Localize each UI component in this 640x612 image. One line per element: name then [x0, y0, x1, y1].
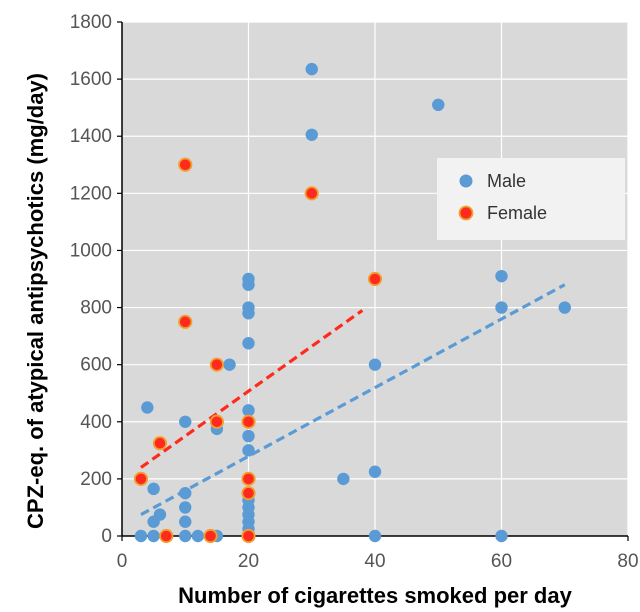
data-point-male: [242, 307, 255, 320]
data-point-male: [495, 529, 508, 543]
data-point-male: [179, 415, 192, 428]
data-point-male: [191, 529, 205, 543]
data-point-male: [368, 529, 382, 543]
data-point-male: [305, 62, 318, 76]
legend-marker-male: [459, 174, 473, 188]
y-tick-label: 1200: [70, 183, 112, 204]
data-point-male: [134, 529, 148, 543]
data-point-male: [223, 358, 236, 371]
x-tick-label: 40: [364, 551, 385, 572]
y-tick-label: 400: [80, 412, 112, 433]
data-point-male: [147, 529, 160, 543]
data-point-male: [242, 444, 255, 457]
data-point-female: [178, 314, 193, 329]
data-point-male: [368, 358, 382, 371]
legend-marker-female: [458, 205, 474, 221]
data-point-male: [141, 401, 154, 414]
data-point-female: [159, 528, 174, 544]
data-point-male: [147, 482, 160, 496]
legend-box: [437, 158, 625, 240]
y-tick-label: 1600: [70, 69, 112, 90]
data-point-male: [495, 301, 508, 314]
legend: Male Female: [437, 158, 625, 240]
data-point-female: [241, 414, 256, 429]
y-tick-label: 200: [80, 469, 112, 490]
data-point-female: [241, 528, 256, 544]
legend-label-male: Male: [487, 171, 526, 191]
y-tick-label: 800: [80, 298, 112, 319]
data-point-male: [368, 465, 382, 478]
x-tick-label: 0: [117, 551, 128, 572]
data-point-male: [558, 301, 571, 314]
data-point-female: [209, 357, 224, 372]
y-tick-label: 600: [80, 355, 112, 376]
data-point-male: [242, 278, 255, 291]
legend-label-female: Female: [487, 203, 547, 223]
data-point-female: [203, 528, 218, 544]
y-tick-label: 1000: [70, 240, 112, 261]
data-point-male: [179, 486, 192, 500]
data-point-female: [209, 414, 224, 429]
trendline-male: [140, 283, 566, 516]
y-tick-label: 1800: [70, 12, 112, 33]
data-point-female: [178, 157, 193, 172]
data-point-female: [241, 486, 256, 501]
data-point-male: [337, 472, 350, 486]
x-axis-title: Number of cigarettes smoked per day: [178, 583, 572, 608]
y-tick-label: 0: [101, 526, 112, 547]
y-axis-title: CPZ-eq. of atypical antipsychotics (mg/d…: [23, 73, 48, 529]
data-point-male: [153, 508, 167, 521]
data-point-female: [367, 271, 383, 287]
data-point-female: [304, 186, 319, 201]
data-point-male: [179, 515, 192, 528]
y-tick-label: 1400: [70, 126, 112, 147]
data-point-male: [242, 404, 255, 417]
data-point-male: [179, 501, 192, 514]
data-point-male: [242, 337, 255, 350]
data-point-male: [305, 128, 318, 141]
x-tick-label: 20: [238, 551, 259, 572]
data-point-male: [179, 529, 192, 543]
data-point-female: [133, 471, 149, 486]
trendline-female: [140, 309, 364, 469]
x-tick-label: 60: [491, 551, 512, 572]
data-point-male: [495, 269, 508, 283]
data-point-female: [152, 436, 168, 451]
data-point-male: [242, 429, 255, 443]
data-point-male: [432, 98, 445, 112]
data-point-female: [241, 471, 256, 486]
x-tick-label: 80: [617, 551, 638, 572]
